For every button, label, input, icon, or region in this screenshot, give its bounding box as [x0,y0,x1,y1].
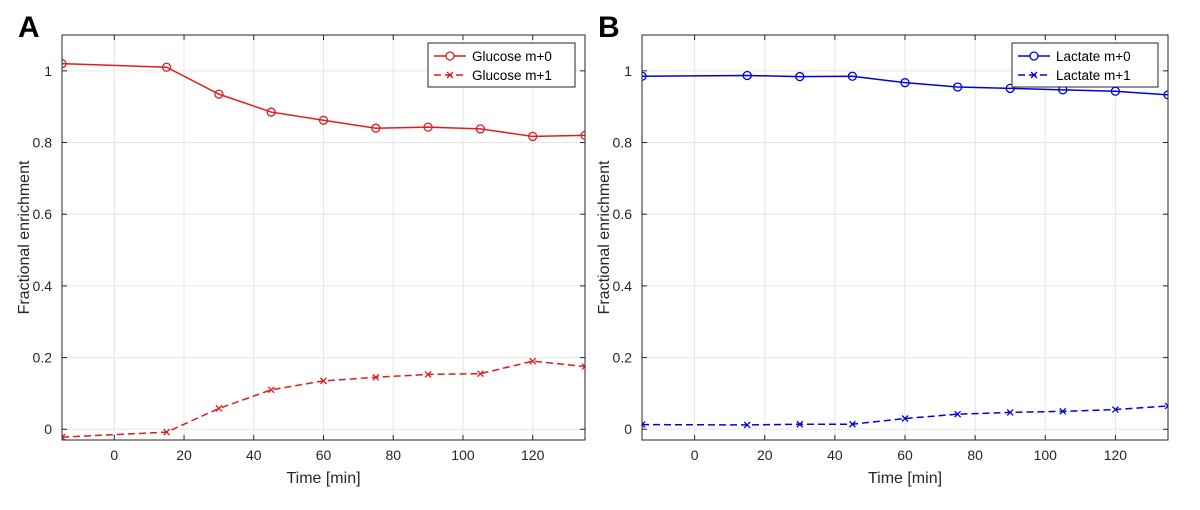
x-tick-label: 0 [110,447,118,463]
x-tick-label: 60 [897,447,913,463]
data-point [163,428,171,436]
data-point [1111,406,1119,413]
data-point [954,410,962,418]
tick-marks [642,35,1168,440]
legend-entry-label: Glucose m+1 [472,68,552,83]
y-axis-label: Fractional enrichment [16,160,33,314]
panel-label: A [18,11,40,44]
data-point [267,386,275,394]
x-tick-label: 20 [176,447,192,463]
x-tick-label: 60 [316,447,332,463]
series-line [642,74,1168,96]
data-point [424,370,432,378]
x-tick-label: 120 [521,447,545,463]
x-tick-label: 100 [1034,447,1058,463]
data-point [476,370,484,378]
data-point [215,405,223,412]
series-lactate-m-0 [642,70,1168,100]
data-point [528,131,538,142]
data-point [372,373,380,381]
axes-box [641,34,1169,441]
data-point [642,71,647,81]
data-point [1164,402,1168,410]
y-axis-label: Fractional enrichment [596,160,613,314]
series-line [62,360,585,438]
x-tick-label: 100 [451,447,475,463]
series-lactate-m-1 [642,402,1168,429]
data-point [900,78,910,88]
x-tick-label: 40 [827,447,843,463]
x-tick-label: 80 [967,447,983,463]
x-tick-label: 80 [385,447,401,463]
grid [62,35,585,440]
y-tick-label: 0.6 [613,206,633,222]
panel-label: B [598,11,620,44]
data-point [847,71,858,81]
series-line [642,405,1168,426]
legend: Glucose m+0 Glucose m+1 [427,42,576,88]
legend-marker [446,71,454,79]
x-tick-label: 120 [1104,447,1128,463]
series-line [62,62,585,138]
y-tick-label: 1 [44,63,52,79]
data-point [371,123,381,133]
data-point [320,377,327,385]
legend-box [427,42,576,88]
data-point [642,421,646,429]
data-point [743,421,751,429]
y-tick-label: 0.6 [33,206,53,222]
data-point [742,70,752,81]
y-tick-label: 1 [624,63,632,79]
y-tick-label: 0 [624,421,632,437]
legend-entry-label: Lactate m+0 [1056,49,1131,64]
y-tick-label: 0.2 [613,350,633,366]
panel-b: B 0 20 40 60 80 100 120 0 0.2 0.4 0.6 0.8 1 Time [min]… [596,11,1169,487]
data-point [161,62,172,72]
series-glucose-m-0 [62,59,585,142]
data-point [1005,83,1015,94]
data-point [1163,90,1168,100]
data-point [62,433,66,440]
data-point [952,82,963,92]
data-point [423,122,433,132]
y-tick-label: 0.8 [613,135,633,151]
y-tick-label: 0.8 [33,135,53,151]
data-point [62,59,67,69]
x-axis-label: Time [min] [286,470,360,487]
tick-marks [62,35,585,440]
data-point [214,89,224,99]
series-glucose-m-1 [62,357,585,440]
data-point [901,415,909,422]
data-point [580,130,585,141]
y-tick-label: 0.4 [613,278,633,294]
data-point [1059,407,1067,415]
data-point [848,420,856,428]
data-point [795,71,805,82]
data-point [318,115,329,125]
x-tick-label: 0 [691,447,699,463]
y-tick-label: 0 [44,421,52,437]
data-point [1006,408,1014,416]
x-axis-label: Time [min] [868,470,942,487]
legend-entry-label: Lactate m+1 [1056,68,1131,83]
y-tick-label: 0.4 [33,278,53,294]
axes-box [61,34,586,441]
y-tick-label: 0.2 [33,350,53,366]
data-point [796,420,804,428]
data-point [529,357,537,365]
data-point [581,363,585,370]
legend-box [1011,42,1159,88]
legend-marker [1029,51,1039,61]
x-tick-label: 40 [246,447,262,463]
x-tick-label: 20 [757,447,773,463]
data-point [475,124,486,134]
legend-marker [1030,71,1038,79]
legend-marker [445,51,455,61]
legend-entry-label: Glucose m+0 [472,49,552,64]
legend: Lactate m+0 Lactate m+1 [1011,42,1159,88]
data-point [266,107,276,117]
panel-a: A 0 20 40 60 80 100 120 0 0.2 0.4 0.6 0.8 1 Time [min]… [16,11,586,487]
grid [642,35,1168,440]
